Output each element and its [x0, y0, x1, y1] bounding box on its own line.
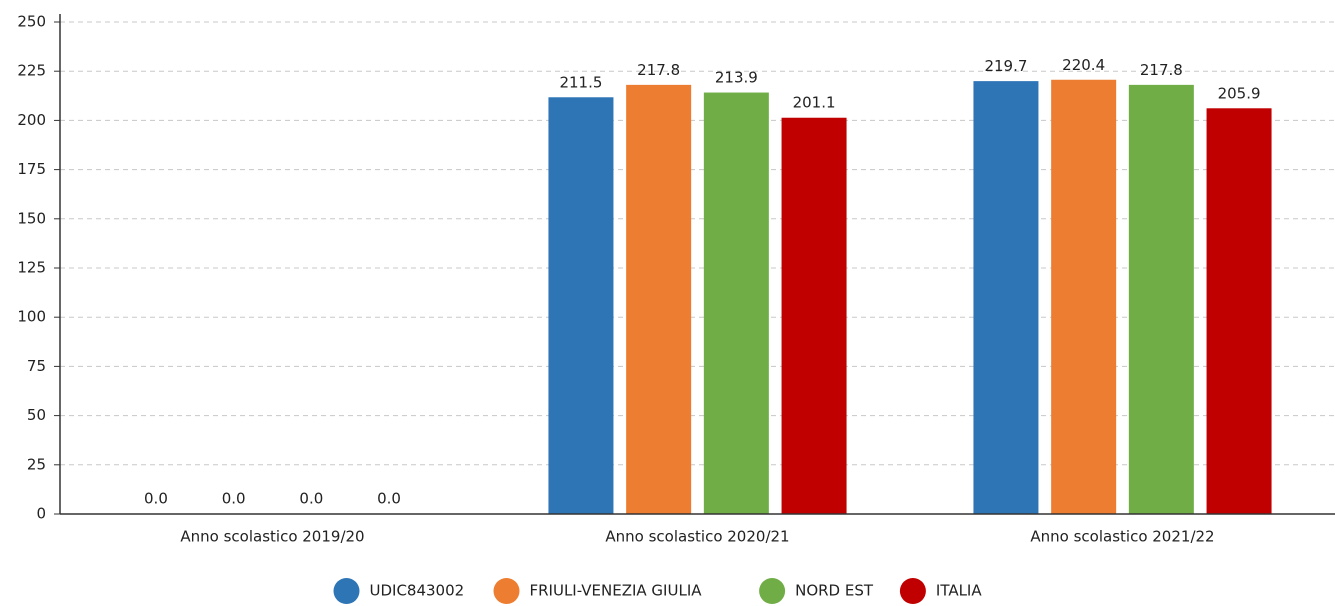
y-tick-label: 200 — [17, 111, 46, 129]
legend-marker — [759, 578, 786, 604]
x-tick-label: Anno scolastico 2021/22 — [1030, 528, 1214, 546]
bar — [626, 84, 692, 515]
bar — [1128, 84, 1194, 515]
value-label: 220.4 — [1062, 56, 1105, 74]
bar — [1206, 108, 1272, 515]
bar — [548, 97, 614, 515]
legend-label: NORD EST — [795, 582, 874, 600]
bar — [973, 81, 1039, 515]
y-tick-label: 75 — [27, 357, 46, 375]
legend-marker — [899, 578, 926, 604]
y-tick-label: 175 — [17, 160, 46, 178]
x-tick-label: Anno scolastico 2020/21 — [605, 528, 789, 546]
y-tick-label: 0 — [36, 505, 46, 523]
y-tick-label: 100 — [17, 308, 46, 326]
value-label: 0.0 — [377, 490, 401, 508]
value-label: 201.1 — [793, 94, 836, 112]
y-tick-label: 150 — [17, 209, 46, 227]
legend-label: ITALIA — [936, 582, 982, 600]
legend-label: FRIULI-VENEZIA GIULIA — [530, 582, 703, 600]
value-label: 211.5 — [559, 73, 602, 91]
value-label: 0.0 — [144, 490, 168, 508]
bar — [1051, 79, 1117, 515]
y-tick-label: 125 — [17, 259, 46, 277]
bar — [703, 92, 769, 515]
value-label: 217.8 — [1140, 61, 1183, 79]
bar — [781, 117, 847, 515]
y-tick-label: 250 — [17, 13, 46, 31]
legend-label: UDIC843002 — [370, 582, 465, 600]
y-tick-label: 50 — [27, 406, 46, 424]
value-label: 219.7 — [984, 57, 1027, 75]
y-tick-label: 225 — [17, 62, 46, 80]
x-tick-label: Anno scolastico 2019/20 — [180, 528, 364, 546]
legend-marker — [333, 578, 360, 604]
value-label: 213.9 — [715, 69, 758, 87]
value-label: 217.8 — [637, 61, 680, 79]
legend-marker — [493, 578, 520, 604]
value-label: 0.0 — [222, 490, 246, 508]
value-label: 0.0 — [299, 490, 323, 508]
y-tick-label: 25 — [27, 455, 46, 473]
value-label: 205.9 — [1218, 84, 1261, 102]
